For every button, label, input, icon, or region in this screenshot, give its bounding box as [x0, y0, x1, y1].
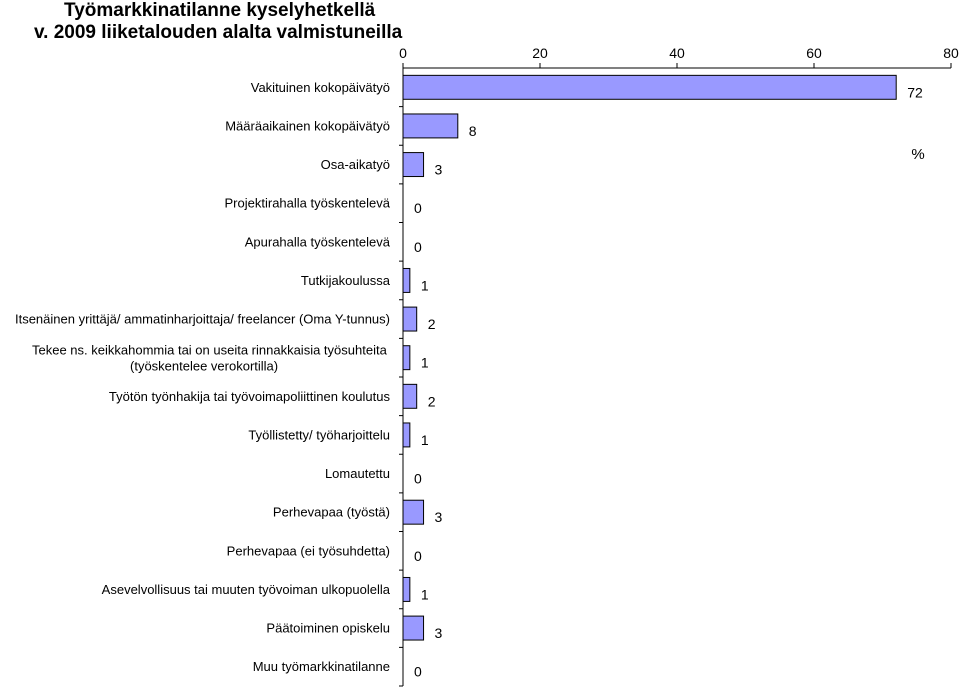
category-label-line-1: Tekee ns. keikkahommia tai on useita rin…	[32, 343, 388, 358]
data-label: 3	[435, 625, 443, 641]
data-label: 0	[414, 548, 422, 564]
data-label: 0	[414, 471, 422, 487]
bar	[402, 345, 411, 371]
data-label: 3	[435, 162, 443, 178]
data-label: 0	[414, 239, 422, 255]
data-label: 1	[421, 432, 429, 448]
data-label: 1	[421, 586, 429, 602]
data-label: 2	[428, 316, 436, 332]
data-label: 8	[469, 123, 477, 139]
x-tick-label: 60	[806, 45, 822, 61]
bar	[402, 74, 897, 100]
bar	[402, 113, 459, 139]
category-label: Asevelvollisuus tai muuten työvoiman ulk…	[102, 582, 391, 597]
bar	[402, 576, 411, 602]
bar	[402, 499, 425, 525]
category-label: Määräaikainen kokopäivätyö	[225, 118, 390, 133]
category-label: Muu työmarkkinatilanne	[253, 659, 390, 674]
category-label: Perhevapaa (työstä)	[273, 505, 390, 520]
category-label: Projektirahalla työskentelevä	[225, 196, 391, 211]
data-label: 0	[414, 200, 422, 216]
x-tick-label: 20	[532, 45, 548, 61]
data-label: 1	[421, 355, 429, 371]
category-label: Päätoiminen opiskelu	[266, 621, 390, 636]
data-label: 2	[428, 393, 436, 409]
unit-label: %	[911, 146, 924, 163]
category-label: Työllistetty/ työharjoittelu	[248, 427, 390, 442]
bar	[402, 306, 418, 332]
chart-title-line-1: Työmarkkinatilanne kyselyhetkellä	[64, 0, 376, 21]
data-label: 1	[421, 277, 429, 293]
bar	[402, 383, 418, 409]
x-tick-label: 40	[669, 45, 685, 61]
x-tick-label: 0	[399, 45, 407, 61]
category-label: Vakituinen kokopäivätyö	[251, 80, 390, 95]
category-label: Apurahalla työskentelevä	[245, 234, 391, 249]
chart-title-line-2: v. 2009 liiketalouden alalta valmistunei…	[34, 22, 403, 43]
category-label: Itsenäinen yrittäjä/ ammatinharjoittaja/…	[15, 312, 390, 327]
bar	[402, 615, 425, 641]
bar	[402, 422, 411, 448]
data-label: 0	[414, 664, 422, 680]
category-label: Lomautettu	[325, 466, 390, 481]
category-label-line-2: (työskentelee verokortilla)	[130, 359, 278, 374]
data-label: 3	[435, 509, 443, 525]
category-label: Tutkijakoulussa	[301, 273, 391, 288]
category-label: Osa-aikatyö	[321, 157, 390, 172]
bar	[402, 152, 425, 178]
category-label: Työtön työnhakija tai työvoimapoliittine…	[109, 389, 391, 404]
x-tick-label: 80	[943, 45, 959, 61]
bar	[402, 267, 411, 293]
category-label: Perhevapaa (ei työsuhdetta)	[227, 543, 390, 558]
data-label: 72	[907, 84, 923, 100]
